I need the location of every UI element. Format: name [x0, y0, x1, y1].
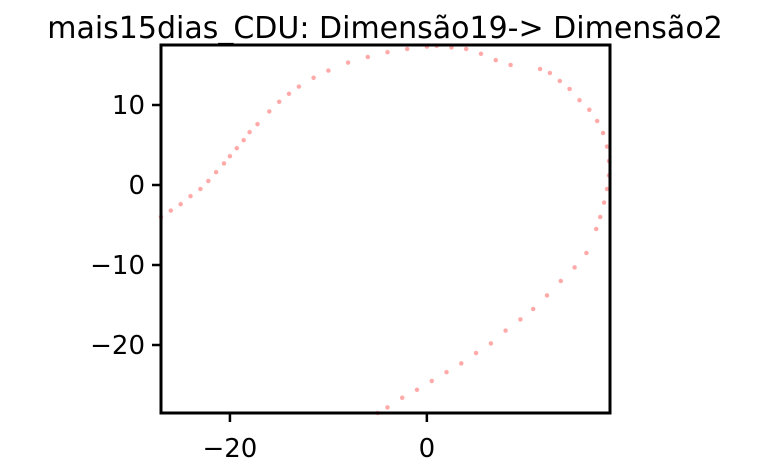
- data-point: [493, 57, 499, 63]
- data-point: [547, 70, 553, 76]
- chart-title: mais15dias_CDU: Dimensão19-> Dimensão2: [47, 11, 723, 46]
- data-point: [537, 66, 543, 72]
- data-point: [593, 226, 599, 232]
- data-point: [234, 145, 240, 151]
- data-point: [286, 91, 292, 97]
- data-point: [576, 97, 583, 103]
- data-point: [571, 264, 578, 271]
- data-point: [594, 118, 600, 124]
- data-point: [557, 78, 563, 84]
- data-point: [384, 404, 391, 411]
- data-point: [414, 387, 420, 393]
- data-point: [530, 306, 536, 312]
- data-point: [404, 46, 410, 52]
- data-point: [241, 137, 247, 143]
- data-point: [213, 169, 219, 175]
- x-tick-label: −20: [202, 434, 257, 464]
- data-point: [463, 46, 469, 52]
- data-point: [478, 51, 484, 57]
- data-point: [399, 395, 405, 401]
- data-point: [443, 369, 450, 375]
- data-point: [601, 199, 607, 206]
- data-point: [544, 292, 550, 299]
- data-point: [246, 129, 253, 135]
- x-tick-label: 0: [419, 434, 436, 464]
- data-point: [168, 207, 174, 214]
- data-point: [458, 360, 464, 367]
- y-tick-label: 10: [112, 91, 145, 121]
- data-point: [600, 130, 606, 136]
- data-point: [429, 378, 435, 384]
- y-tick-label: −20: [90, 331, 145, 361]
- points-layer: [158, 43, 612, 416]
- data-point: [507, 62, 514, 68]
- data-point: [178, 201, 184, 207]
- data-point: [583, 250, 590, 256]
- data-point: [187, 193, 194, 199]
- data-point: [384, 49, 391, 55]
- data-point: [502, 327, 509, 334]
- data-point: [558, 278, 564, 284]
- data-point: [473, 350, 479, 356]
- data-point: [254, 121, 261, 127]
- data-point: [266, 108, 272, 115]
- data-point: [310, 75, 317, 81]
- data-point: [197, 186, 204, 192]
- data-point: [296, 83, 302, 90]
- y-tick-label: 0: [128, 171, 145, 201]
- data-point: [221, 160, 227, 167]
- data-point: [566, 86, 573, 92]
- data-point: [227, 153, 233, 159]
- data-point: [276, 99, 282, 105]
- data-point: [345, 59, 351, 66]
- data-point: [517, 316, 524, 323]
- data-point: [205, 178, 211, 184]
- data-point: [325, 67, 332, 74]
- data-point: [365, 54, 371, 60]
- plot-frame: [159, 43, 612, 415]
- data-point: [488, 340, 494, 347]
- data-point: [586, 107, 592, 113]
- y-tick-label: −10: [90, 251, 145, 281]
- ticks-layer: −20 0 10 0 −10 −20: [90, 91, 435, 464]
- data-point: [597, 214, 603, 220]
